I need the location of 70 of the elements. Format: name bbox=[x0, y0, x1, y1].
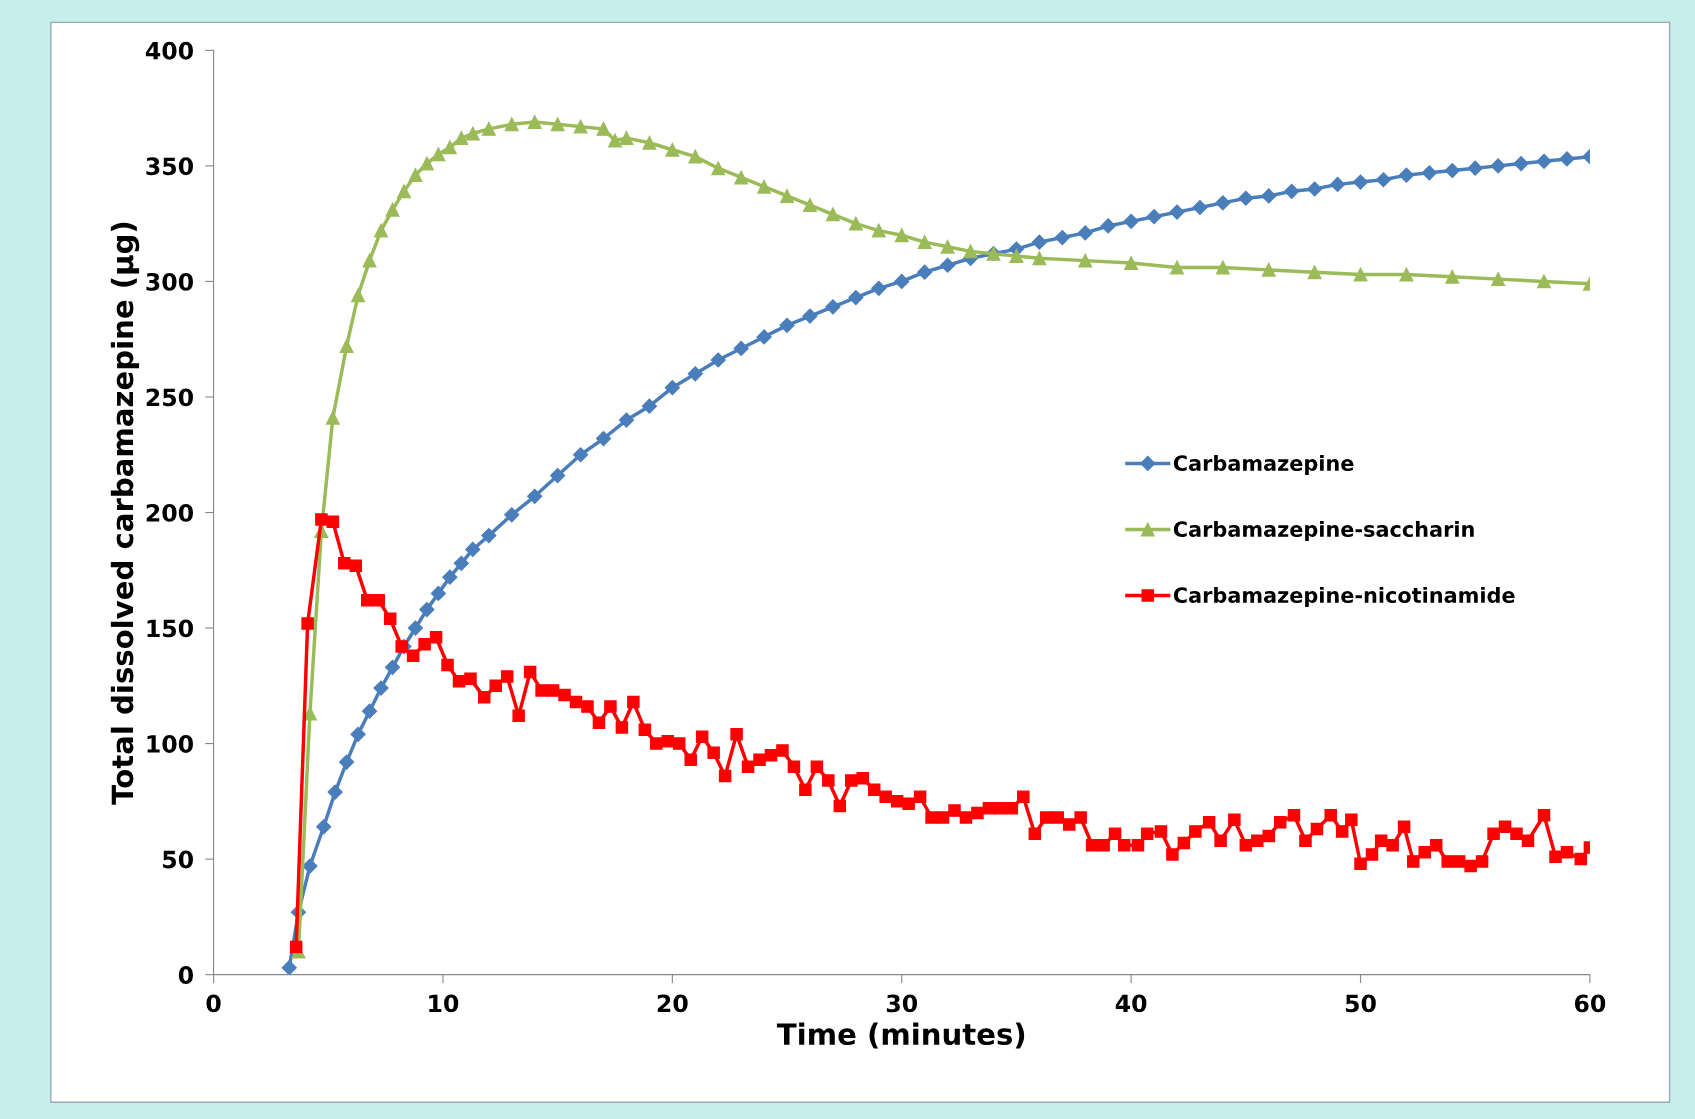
y-tick-label: 100 bbox=[147, 735, 193, 753]
point bbox=[454, 131, 469, 146]
point bbox=[825, 207, 840, 222]
x-tick-label: 20 bbox=[657, 994, 688, 1013]
point bbox=[550, 117, 565, 132]
point bbox=[1537, 274, 1551, 289]
point bbox=[642, 135, 657, 150]
point bbox=[665, 142, 680, 157]
point bbox=[608, 133, 622, 148]
y-tick-label: 200 bbox=[146, 503, 193, 522]
x-tick-label: 0 bbox=[206, 994, 221, 1013]
y-tick-label: 50 bbox=[163, 850, 193, 869]
point bbox=[619, 131, 634, 146]
point bbox=[408, 168, 423, 183]
point bbox=[1399, 267, 1414, 282]
point bbox=[848, 216, 863, 231]
point bbox=[596, 121, 611, 136]
point bbox=[419, 156, 434, 171]
legend-label: Carbamazepine-saccharin bbox=[1173, 520, 1474, 542]
point bbox=[803, 198, 817, 213]
point bbox=[734, 170, 749, 185]
point bbox=[339, 339, 354, 354]
y-axis-title: Total dissolved carbamazepine (µg) bbox=[110, 222, 140, 805]
point bbox=[1261, 262, 1276, 277]
point bbox=[1009, 249, 1024, 263]
point bbox=[325, 410, 340, 425]
point bbox=[442, 140, 457, 155]
point bbox=[1032, 251, 1047, 266]
point bbox=[1078, 253, 1093, 268]
point bbox=[780, 188, 794, 203]
x-tick-label: 40 bbox=[1115, 994, 1147, 1013]
point bbox=[1170, 260, 1184, 275]
point bbox=[963, 244, 978, 259]
y-tick-label: 350 bbox=[146, 157, 193, 176]
point bbox=[1491, 272, 1506, 287]
point bbox=[1215, 260, 1230, 275]
x-tick-label: 60 bbox=[1574, 994, 1606, 1013]
point bbox=[573, 119, 588, 134]
y-tick-label: 0 bbox=[178, 966, 193, 984]
point bbox=[431, 147, 446, 162]
point bbox=[374, 223, 388, 238]
point bbox=[362, 253, 377, 268]
point bbox=[1124, 255, 1139, 270]
point bbox=[397, 184, 411, 199]
point bbox=[465, 126, 480, 141]
point bbox=[917, 235, 932, 250]
y-tick-label: 300 bbox=[146, 272, 193, 291]
point bbox=[757, 179, 772, 194]
point bbox=[711, 161, 726, 176]
point bbox=[481, 121, 496, 136]
legend-label: Carbamazepine bbox=[1173, 454, 1354, 476]
x-tick-label: 30 bbox=[886, 994, 918, 1013]
point bbox=[688, 149, 703, 164]
point bbox=[1353, 267, 1368, 282]
point bbox=[385, 202, 400, 217]
point bbox=[504, 117, 519, 132]
y-tick-label: 250 bbox=[146, 388, 193, 407]
point bbox=[1445, 269, 1460, 284]
legend-label: Carbamazepine-nicotinamide bbox=[1173, 586, 1515, 608]
point bbox=[1307, 265, 1322, 280]
point bbox=[894, 228, 909, 243]
y-tick-label: 400 bbox=[145, 41, 193, 60]
x-axis-title: Time (minutes) bbox=[776, 1022, 1025, 1049]
x-tick-label: 50 bbox=[1345, 994, 1376, 1013]
point bbox=[871, 223, 886, 238]
point bbox=[351, 288, 366, 303]
point bbox=[940, 239, 955, 254]
point bbox=[527, 115, 542, 129]
x-tick-label: 10 bbox=[429, 994, 459, 1013]
y-tick-label: 150 bbox=[147, 619, 193, 638]
